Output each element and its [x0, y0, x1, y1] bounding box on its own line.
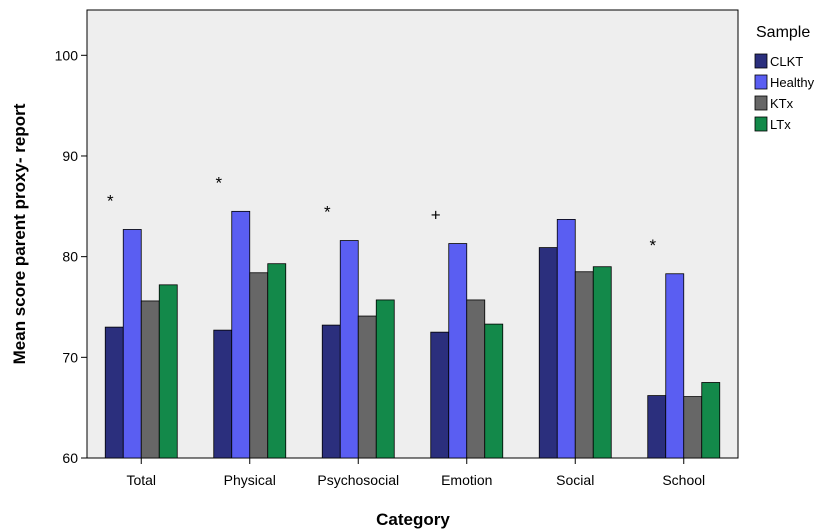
legend-swatch-ltx — [754, 116, 768, 132]
x-tick-label: Social — [556, 472, 594, 488]
bar-clkt-school — [647, 395, 667, 459]
y-axis: 60 70 80 90 100 — [55, 47, 87, 466]
x-axis: Total Physical Psychosocial Emotion Social Sc… — [126, 458, 705, 488]
legend-label-ktx: KTx — [770, 96, 794, 111]
bar-ltx-psychosocial — [375, 299, 395, 459]
x-tick-label: School — [662, 472, 705, 488]
bar-healthy-psychosocial — [339, 240, 359, 459]
bar-healthy-social — [556, 219, 576, 459]
legend-label-healthy: Healthy — [770, 75, 815, 90]
legend-swatch-ktx — [754, 95, 768, 111]
bar-ltx-physical — [267, 263, 287, 459]
y-axis-title: Mean score parent proxy- report — [10, 103, 29, 364]
plot-area — [86, 9, 739, 459]
bar-ktx-social — [574, 271, 594, 459]
significance-annotations: * * * + * — [107, 173, 657, 254]
x-tick-label: Physical — [224, 472, 276, 488]
legend: Sample CLKT Healthy KTx LTx — [754, 24, 815, 132]
bar-clkt-emotion — [430, 331, 450, 459]
bar-clkt-psychosocial — [321, 324, 341, 459]
bar-ktx-physical — [249, 272, 269, 459]
x-tick-label: Psychosocial — [317, 472, 399, 488]
bar-healthy-school — [665, 273, 685, 459]
legend-label-clkt: CLKT — [770, 54, 803, 69]
y-tick-label: 60 — [62, 450, 78, 466]
bar-ltx-school — [701, 382, 721, 459]
bar-healthy-physical — [231, 210, 251, 459]
bar-clkt-total — [104, 326, 124, 459]
bar-ltx-emotion — [484, 323, 504, 459]
significance-marker: * — [107, 191, 114, 210]
x-axis-title: Category — [376, 510, 450, 529]
x-tick-label: Total — [126, 472, 156, 488]
legend-title: Sample — [756, 24, 810, 41]
bar-healthy-emotion — [448, 243, 468, 459]
x-tick-label: Emotion — [441, 472, 492, 488]
y-tick-label: 70 — [62, 349, 78, 365]
bar-healthy-total — [122, 229, 142, 459]
bar-ltx-total — [158, 284, 178, 459]
y-tick-label: 90 — [62, 148, 78, 164]
significance-marker: * — [324, 203, 331, 222]
bar-ktx-psychosocial — [357, 315, 377, 459]
significance-marker: * — [215, 173, 222, 192]
bars-layer — [104, 210, 721, 459]
legend-swatch-healthy — [754, 74, 768, 90]
bar-ktx-emotion — [466, 299, 486, 459]
bar-ltx-social — [592, 266, 612, 459]
y-tick-label: 100 — [55, 47, 79, 63]
significance-marker: * — [649, 236, 656, 255]
legend-label-ltx: LTx — [770, 117, 791, 132]
bar-ktx-total — [140, 300, 160, 459]
bar-clkt-social — [538, 247, 558, 459]
y-tick-label: 80 — [62, 249, 78, 265]
significance-marker: + — [431, 206, 441, 225]
bar-ktx-school — [683, 396, 703, 459]
bar-clkt-physical — [213, 329, 233, 459]
legend-swatch-clkt — [754, 53, 768, 69]
